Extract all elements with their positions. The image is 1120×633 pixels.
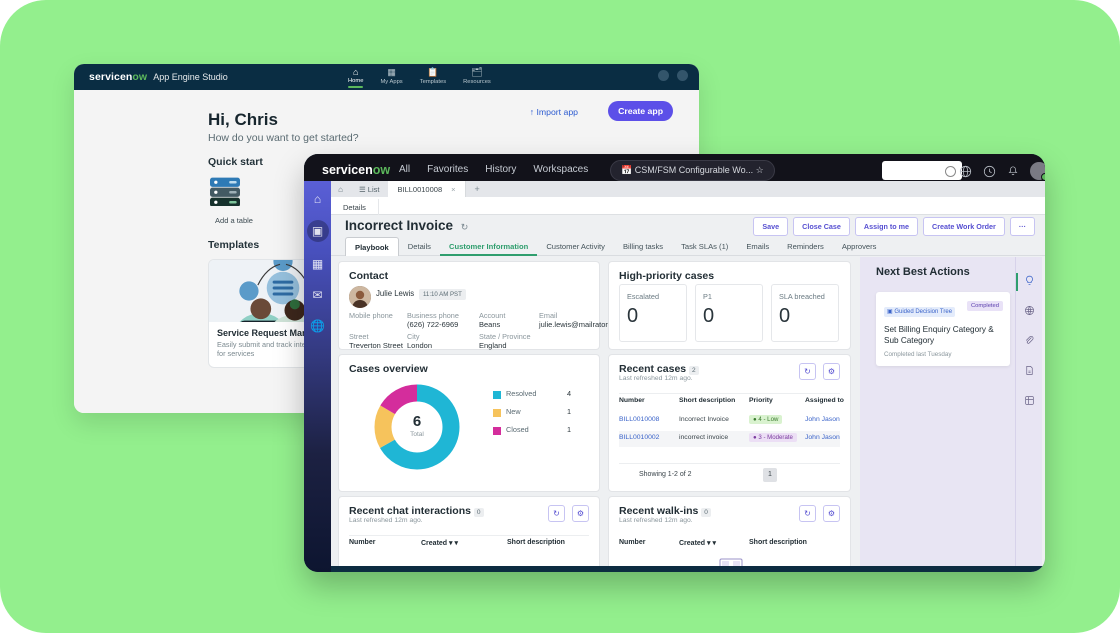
- svg-text:6: 6: [413, 413, 421, 430]
- svg-text:Total: Total: [410, 431, 424, 438]
